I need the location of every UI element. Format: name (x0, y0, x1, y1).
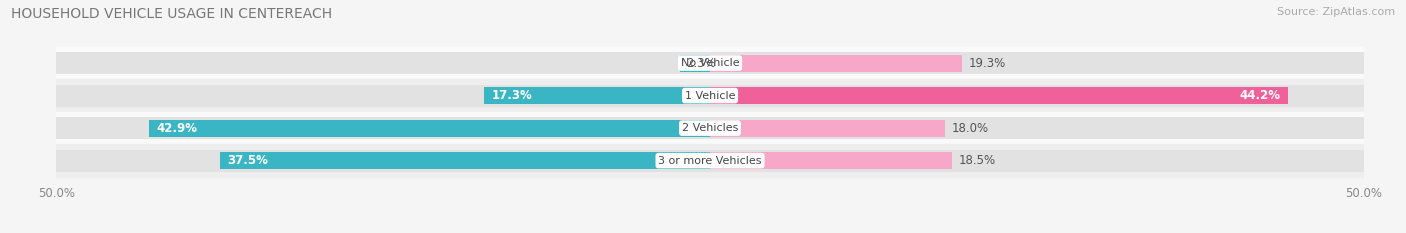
Bar (56, 85, 710, 107)
Text: Source: ZipAtlas.com: Source: ZipAtlas.com (1277, 7, 1395, 17)
Text: 1 Vehicle: 1 Vehicle (685, 91, 735, 101)
Text: 37.5%: 37.5% (228, 154, 269, 167)
Bar (56, 79, 1364, 112)
Text: No Vehicle: No Vehicle (681, 58, 740, 68)
Bar (56, 144, 1364, 177)
Bar (681, 55, 710, 72)
Text: HOUSEHOLD VEHICLE USAGE IN CENTEREACH: HOUSEHOLD VEHICLE USAGE IN CENTEREACH (11, 7, 332, 21)
Bar (56, 117, 710, 139)
Text: 44.2%: 44.2% (1239, 89, 1279, 102)
Bar (710, 55, 962, 72)
Bar (710, 85, 1364, 107)
Text: 3 or more Vehicles: 3 or more Vehicles (658, 156, 762, 166)
Bar (56, 47, 1364, 79)
Bar (56, 52, 710, 74)
Text: 18.0%: 18.0% (952, 122, 988, 135)
Text: 2 Vehicles: 2 Vehicles (682, 123, 738, 133)
Bar (710, 150, 1364, 172)
Text: 2.3%: 2.3% (686, 57, 716, 70)
Bar (484, 87, 710, 104)
Bar (710, 117, 1364, 139)
Bar (710, 120, 945, 137)
Bar (219, 152, 710, 169)
Bar (149, 120, 710, 137)
Text: 19.3%: 19.3% (969, 57, 1007, 70)
Bar (710, 87, 1288, 104)
Bar (710, 152, 952, 169)
Text: 18.5%: 18.5% (959, 154, 995, 167)
Text: 42.9%: 42.9% (157, 122, 198, 135)
Text: 17.3%: 17.3% (492, 89, 533, 102)
Bar (56, 112, 1364, 144)
Bar (56, 150, 710, 172)
Bar (710, 52, 1364, 74)
